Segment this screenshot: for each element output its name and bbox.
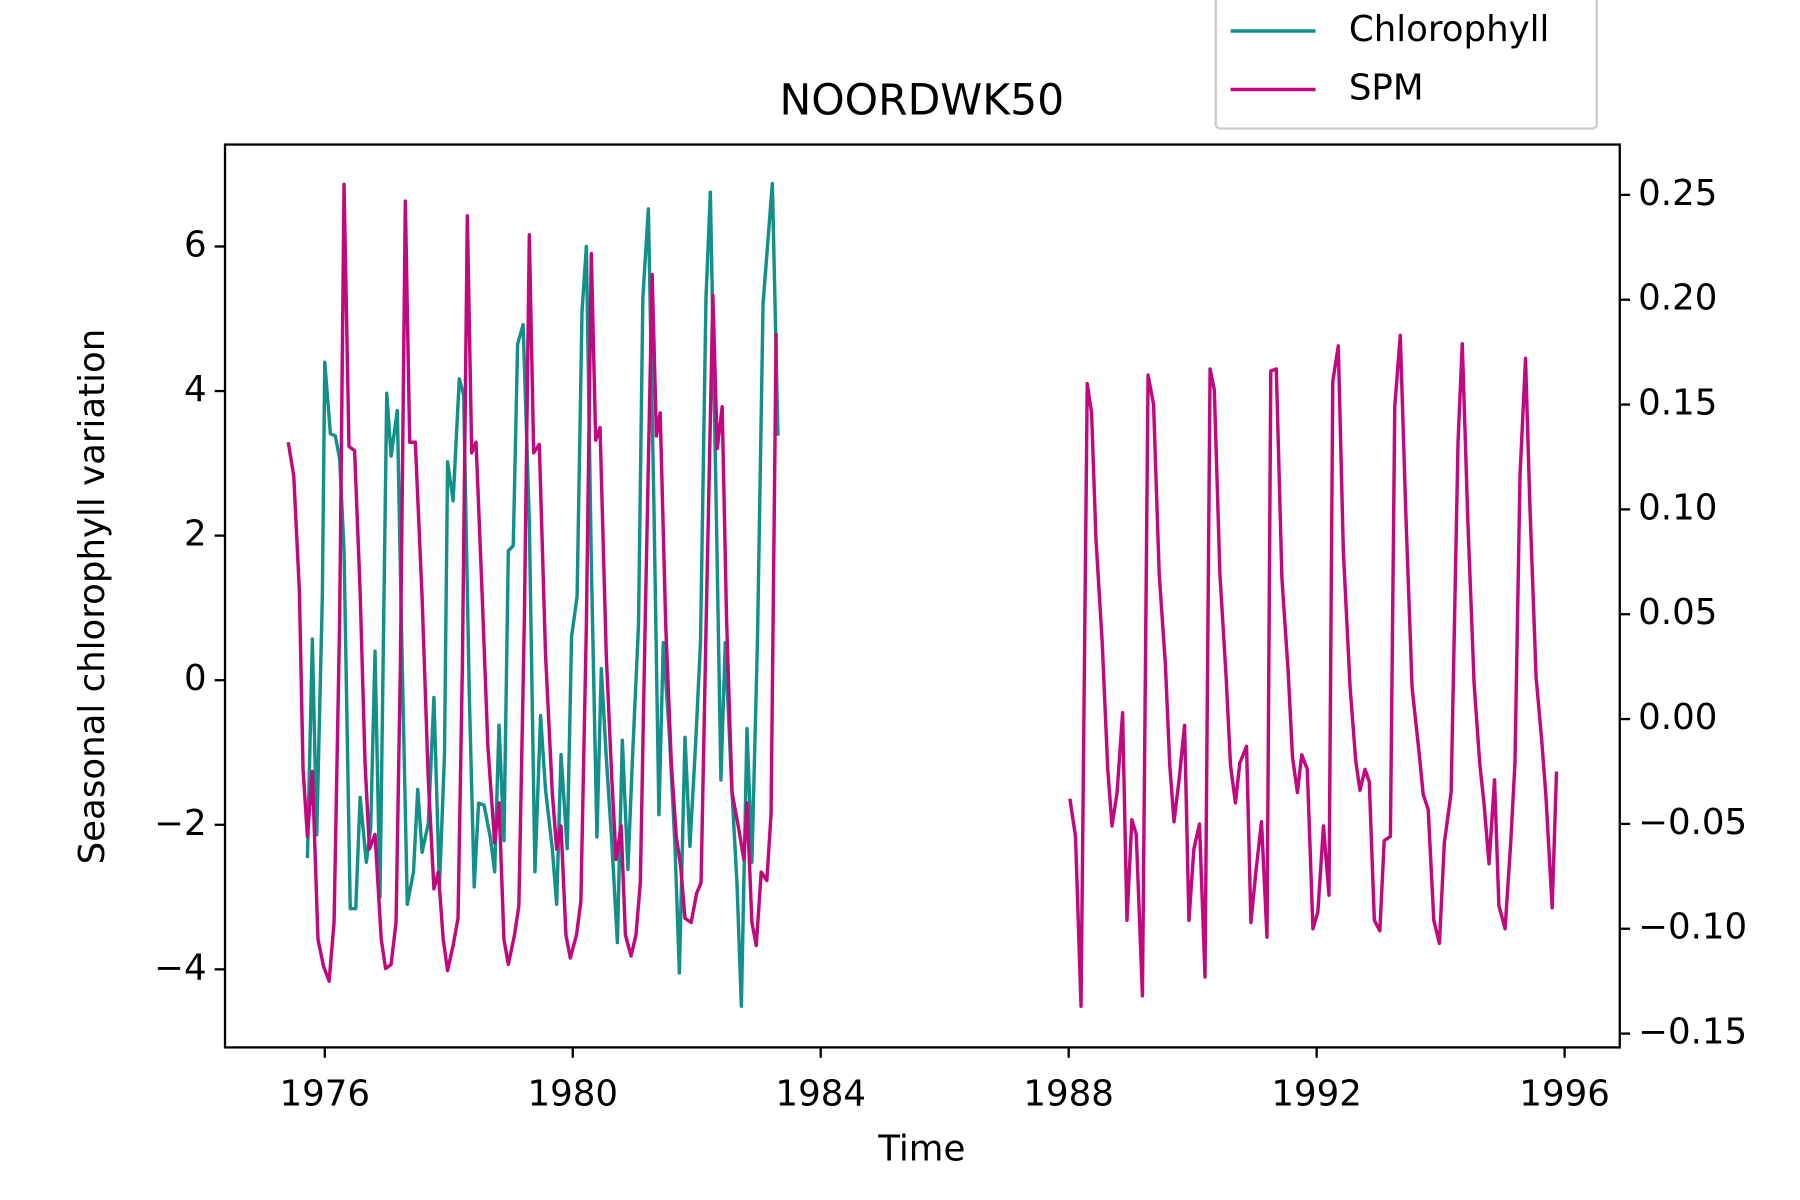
- y2-tick-label: 0.25: [1638, 173, 1717, 214]
- y-tick-label: −4: [154, 947, 206, 988]
- y-tick-label: 2: [184, 514, 207, 555]
- y2-tick-label: 0.00: [1638, 697, 1717, 738]
- x-tick-label: 1976: [280, 1074, 371, 1115]
- y-tick-label: 0: [184, 658, 207, 699]
- y2-tick-label: −0.10: [1638, 907, 1747, 948]
- chart-title: NOORDWK50: [779, 77, 1064, 126]
- y-tick-label: −2: [154, 803, 206, 844]
- legend-label: SPM: [1349, 67, 1424, 108]
- plot-frame: [223, 143, 1621, 1049]
- x-tick-label: 1988: [1023, 1074, 1114, 1115]
- y-tick-label: 4: [184, 369, 207, 410]
- y2-tick-label: 0.05: [1638, 592, 1717, 633]
- y2-tick-label: 0.20: [1638, 278, 1717, 319]
- x-tick-label: 1980: [527, 1074, 618, 1115]
- y-axis-label: Seasonal chlorophyll variation: [72, 329, 113, 865]
- x-tick-label: 1996: [1519, 1074, 1610, 1115]
- series-line: [305, 181, 780, 1008]
- x-tick-label: 1984: [775, 1074, 866, 1115]
- y-tick-label: 6: [184, 224, 207, 265]
- y2-tick-label: −0.05: [1638, 802, 1747, 843]
- y2-tick-label: −0.15: [1638, 1012, 1747, 1053]
- y2-tick-label: 0.10: [1638, 487, 1717, 528]
- x-tick-label: 1992: [1271, 1074, 1362, 1115]
- y2-tick-label: 0.15: [1638, 383, 1717, 424]
- legend-label: Chlorophyll: [1349, 9, 1550, 50]
- series-line: [286, 182, 1559, 1009]
- x-axis-label: Time: [877, 1129, 965, 1170]
